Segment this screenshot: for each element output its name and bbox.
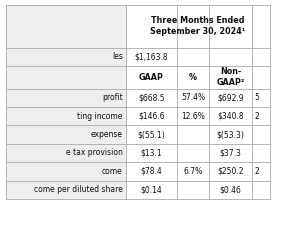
- Text: 2: 2: [254, 167, 259, 176]
- Text: 5: 5: [254, 93, 260, 102]
- Text: expense: expense: [91, 130, 123, 139]
- Text: 12.6%: 12.6%: [181, 112, 205, 121]
- Text: e tax provision: e tax provision: [66, 148, 123, 157]
- Bar: [125, 4, 269, 199]
- Text: $0.14: $0.14: [141, 185, 162, 194]
- Text: $340.8: $340.8: [217, 112, 244, 121]
- Text: GAAP: GAAP: [139, 73, 164, 82]
- Text: profit: profit: [102, 93, 123, 102]
- Text: 57.4%: 57.4%: [181, 93, 205, 102]
- Text: $692.9: $692.9: [217, 93, 244, 102]
- Text: come per diluted share: come per diluted share: [34, 185, 123, 194]
- Text: $146.6: $146.6: [138, 112, 165, 121]
- Text: Three Months Ended
September 30, 2024¹: Three Months Ended September 30, 2024¹: [150, 16, 245, 36]
- Text: %: %: [189, 73, 197, 82]
- Text: 6.7%: 6.7%: [184, 167, 203, 176]
- Text: ting income: ting income: [77, 112, 123, 121]
- Text: $668.5: $668.5: [138, 93, 165, 102]
- Text: $0.46: $0.46: [220, 185, 242, 194]
- Text: 2: 2: [254, 112, 259, 121]
- Bar: [6, 4, 125, 199]
- Text: $(55.1): $(55.1): [138, 130, 165, 139]
- Text: $78.4: $78.4: [141, 167, 162, 176]
- Text: $1,163.8: $1,163.8: [135, 52, 168, 61]
- Text: Non-
GAAP²: Non- GAAP²: [217, 67, 245, 88]
- Text: $250.2: $250.2: [218, 167, 244, 176]
- Text: $(53.3): $(53.3): [217, 130, 244, 139]
- Text: come: come: [102, 167, 123, 176]
- Text: $37.3: $37.3: [220, 148, 242, 157]
- Text: les: les: [112, 52, 123, 61]
- Text: $13.1: $13.1: [141, 148, 162, 157]
